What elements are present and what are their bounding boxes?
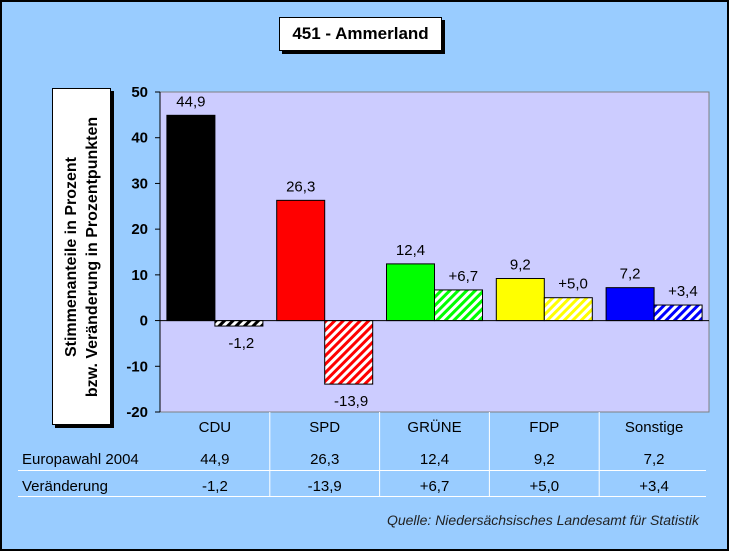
bar: [386, 263, 435, 322]
bar-value-label: +6,7: [448, 268, 478, 285]
y-tick-label: 30: [131, 175, 148, 192]
y-tick-label: -10: [126, 358, 148, 375]
bar-value-label: +3,4: [668, 283, 698, 300]
y-axis-label-box: Stimmenanteile in Prozent bzw. Veränderu…: [52, 88, 111, 425]
x-category-label: GRÜNE: [407, 418, 461, 436]
plot-area: [159, 91, 710, 413]
bar: [653, 304, 703, 322]
bar-value-label: -13,9: [334, 393, 368, 410]
x-category-label: FDP: [529, 419, 559, 436]
bar: [605, 287, 655, 322]
y-tick-label: 20: [131, 221, 148, 238]
y-tick-label: -20: [126, 404, 148, 421]
x-category-label: CDU: [199, 419, 232, 436]
bar: [276, 199, 326, 322]
bar: [434, 289, 483, 322]
bar: [214, 320, 264, 327]
bar-value-label: 9,2: [510, 257, 531, 274]
x-category-label: SPD: [309, 419, 340, 436]
bar-value-label: 26,3: [286, 178, 315, 195]
source-note: Quelle: Niedersächsisches Landesamt für …: [386, 512, 699, 528]
bar: [495, 278, 545, 322]
chart-title: 451 - Ammerland: [279, 17, 442, 51]
x-category-label: Sonstige: [625, 419, 683, 436]
y-tick-label: 10: [131, 267, 148, 284]
bar-value-label: -1,2: [228, 335, 254, 352]
y-tick-label: 40: [131, 130, 148, 147]
bar: [543, 297, 593, 322]
bar-value-label: +5,0: [558, 276, 588, 293]
bar: [324, 320, 374, 385]
bar-value-label: 44,9: [176, 93, 205, 110]
bar-value-label: 12,4: [396, 242, 425, 259]
bar-value-label: 7,2: [620, 266, 641, 283]
bar: [166, 114, 216, 322]
y-tick-label: 50: [131, 84, 148, 101]
y-tick-label: 0: [140, 313, 148, 330]
